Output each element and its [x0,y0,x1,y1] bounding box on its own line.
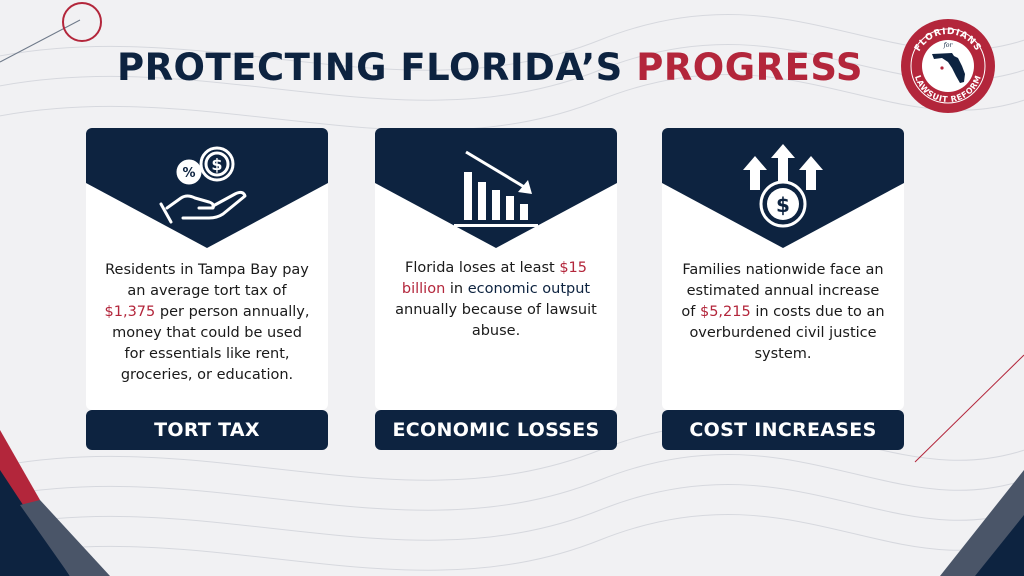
highlight-amount: $15 billion [401,260,588,297]
title-main: PROTECTING FLORIDA’S [116,46,623,89]
svg-text:$: $ [211,155,222,174]
card-label: TORT TAX [86,410,328,450]
tort-tax-card: $ % Residents in Tampa Bay pay an averag… [86,128,328,450]
highlight-amount: $1,375 [104,304,156,320]
card-panel: $ % Residents in Tampa Bay pay an averag… [86,128,328,410]
card-text: Florida loses at least [404,260,560,276]
card-text: in costs due to an overburdened civil ju… [689,304,885,362]
cost-increases-card: $ Families nationwide face an estimated … [662,128,904,450]
svg-text:for: for [943,42,954,49]
card-panel: $ Families nationwide face an estimated … [662,128,904,410]
card-header [86,128,328,248]
card-header [375,128,617,248]
card-text: in [445,281,468,297]
card-description: Families nationwide face an estimated an… [678,260,888,365]
economic-losses-card: Florida loses at least $15 billion in ec… [375,128,617,450]
card-text: annually because of lawsuit abuse. [395,302,597,339]
svg-text:$: $ [776,193,790,217]
page-title: PROTECTING FLORIDA’S PROGRESS [0,46,980,89]
card-panel: Florida loses at least $15 billion in ec… [375,128,617,410]
card-label: COST INCREASES [662,410,904,450]
dollar-coin-rising-arrows-icon: $ [743,144,823,228]
card-description: Residents in Tampa Bay pay an average to… [102,260,312,386]
svg-text:%: % [182,166,195,181]
highlight-amount: $5,215 [699,304,751,320]
floridians-for-lawsuit-reform-logo: FLORIDIANS LAWSUIT REFORM for [901,19,995,113]
declining-bar-chart-icon [454,150,538,227]
title-accent: PROGRESS [636,46,864,89]
highlight-term: economic output [467,281,591,297]
card-text: per person annually, money that could be… [112,304,310,383]
card-text: Families nationwide face an estimated an… [681,262,884,320]
hand-holding-dollar-percent-icon: $ % [159,146,247,224]
card-text: Residents in Tampa Bay pay an average to… [105,262,309,299]
card-label: ECONOMIC LOSSES [375,410,617,450]
card-description: Florida loses at least $15 billion in ec… [391,258,601,342]
